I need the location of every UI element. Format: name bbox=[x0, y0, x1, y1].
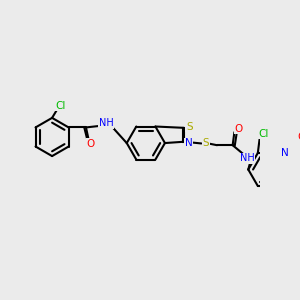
Text: S: S bbox=[202, 138, 209, 148]
Text: O: O bbox=[86, 139, 94, 149]
Text: Cl: Cl bbox=[56, 101, 66, 111]
Text: O: O bbox=[235, 124, 243, 134]
Text: O: O bbox=[297, 132, 300, 142]
Text: S: S bbox=[186, 122, 193, 132]
Text: N: N bbox=[184, 139, 192, 148]
Text: NH: NH bbox=[240, 153, 255, 163]
Text: NH: NH bbox=[99, 118, 113, 128]
Text: Cl: Cl bbox=[259, 129, 269, 139]
Text: N: N bbox=[281, 148, 289, 158]
